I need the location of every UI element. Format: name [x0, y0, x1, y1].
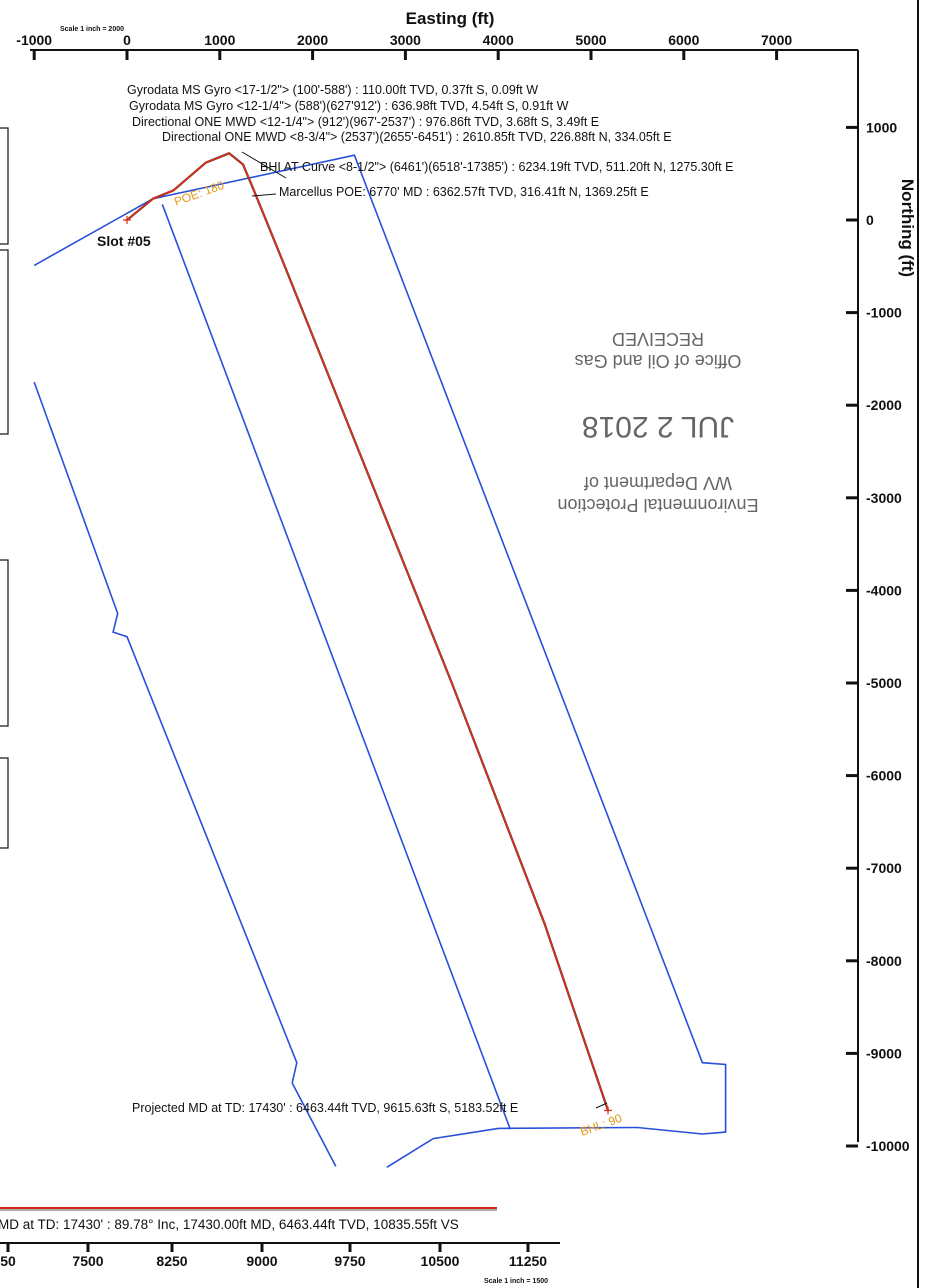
x-tick-label: 1000 — [204, 32, 235, 48]
x-axis-title: Easting (ft) — [406, 9, 495, 28]
slot-label: Slot #05 — [97, 233, 151, 249]
lease-boundary-line — [33, 154, 727, 1168]
left-box-1 — [0, 127, 9, 245]
leader-3 — [595, 1102, 608, 1109]
wellpath-point — [252, 189, 256, 192]
poe-label: POE: 180 — [172, 178, 226, 209]
bottom-tick-label: 11250 — [509, 1253, 547, 1269]
bottom-tick-label: 7500 — [72, 1253, 103, 1269]
wellpath-group — [123, 152, 612, 1115]
y-tick-label: -5000 — [866, 675, 902, 691]
annotation-group: Gyrodata MS Gyro <17-1/2"> (100'-588') :… — [127, 83, 733, 1115]
lease-boundary-line — [33, 381, 337, 1167]
bottom-tick-label: 9750 — [334, 1253, 365, 1269]
x-tick-label: 7000 — [761, 32, 792, 48]
y-axis-title: Northing (ft) — [898, 179, 917, 277]
annotation-4: Directional ONE MWD <8-3/4"> (2537')(265… — [162, 130, 672, 144]
y-tick-label: -1000 — [866, 305, 902, 321]
wellpath-point — [204, 161, 208, 164]
y-tick-label: -6000 — [866, 768, 902, 784]
x-tick-label: 0 — [123, 32, 131, 48]
stamp-line-1: Environmental Protection — [557, 495, 758, 515]
y-tick-label: 1000 — [866, 119, 897, 135]
x-tick-label: 3000 — [390, 32, 421, 48]
wellpath-point — [450, 681, 453, 685]
annotation-3: Directional ONE MWD <12-1/4"> (912')(967… — [132, 115, 599, 129]
left-table-boxes — [0, 127, 9, 849]
bhl-label: BHL: 90 — [578, 1111, 624, 1139]
vs-td-label: MD at TD: 17430' : 89.78° Inc, 17430.00f… — [0, 1217, 459, 1232]
bottom-tick-label: 8250 — [156, 1253, 187, 1269]
wellpath-point — [172, 189, 175, 192]
x-tick-label: 2000 — [297, 32, 328, 48]
wellpath-point — [151, 197, 155, 200]
received-stamp: Environmental Protection WV Department o… — [557, 329, 758, 515]
wellpath-point — [227, 152, 231, 155]
x-tick-group: -1000 0 1000 2000 3000 4000 5000 6000 7000 — [16, 32, 792, 60]
wellpath-plan-line — [126, 152, 610, 1111]
annotation-5: BHI AT Curve <8-1/2"> (6461')(6518'-1738… — [260, 160, 733, 174]
stamp-line-2: WV Department of — [583, 473, 732, 493]
bottom-tick-group: 50 7500 8250 9000 9750 10500 11250 — [0, 1243, 547, 1269]
y-tick-label: -3000 — [866, 490, 902, 506]
left-box-4 — [0, 757, 9, 849]
annotation-6: Marcellus POE: 6770' MD : 6362.57ft TVD,… — [279, 185, 649, 199]
wellpath-point — [283, 265, 286, 268]
leader-2 — [251, 193, 277, 197]
annotation-2: Gyrodata MS Gyro <12-1/4"> (588')(627'91… — [129, 99, 569, 113]
y-tick-label: -4000 — [866, 582, 902, 598]
x-tick-label: -1000 — [16, 32, 52, 48]
annotation-1: Gyrodata MS Gyro <17-1/2"> (100'-588') :… — [127, 83, 538, 97]
bottom-scale-label: Scale 1 inch = 1500 — [484, 1278, 548, 1285]
lease-boundaries — [33, 154, 727, 1168]
top-scale-label: Scale 1 inch = 2000 — [60, 26, 124, 33]
stamp-line-4: Office of Oil and Gas — [575, 351, 742, 371]
x-tick-label: 5000 — [575, 32, 606, 48]
projected-td-label: Projected MD at TD: 17430' : 6463.44ft T… — [132, 1101, 518, 1115]
bottom-tick-label: 9000 — [246, 1253, 277, 1269]
y-tick-label: -2000 — [866, 397, 902, 413]
y-tick-label: -9000 — [866, 1045, 902, 1061]
y-tick-label: 0 — [866, 212, 874, 228]
wellpath-point — [357, 450, 361, 453]
y-tick-group: 1000 0 -1000 -2000 -3000 -4000 -5000 -6000 -7000… — [846, 119, 910, 1154]
left-box-2 — [0, 249, 9, 435]
bottom-tick-label: 10500 — [421, 1253, 460, 1269]
wellpath-actual-line — [126, 152, 609, 1111]
stamp-line-3: JUL 2 2018 — [582, 410, 734, 443]
annotation-leaders — [241, 151, 608, 1109]
x-tick-label: 6000 — [668, 32, 699, 48]
stamp-line-5: RECEIVED — [612, 329, 704, 349]
x-tick-label: 4000 — [483, 32, 514, 48]
left-box-3 — [0, 559, 9, 727]
y-tick-label: -10000 — [866, 1138, 910, 1154]
lease-boundary-line — [161, 204, 512, 1130]
wellpath-point — [543, 922, 546, 925]
y-tick-label: -7000 — [866, 860, 902, 876]
y-tick-label: -8000 — [866, 953, 902, 969]
leader-1 — [241, 151, 287, 179]
wellpath-point — [241, 163, 245, 166]
bottom-tick-label: 50 — [0, 1253, 16, 1269]
